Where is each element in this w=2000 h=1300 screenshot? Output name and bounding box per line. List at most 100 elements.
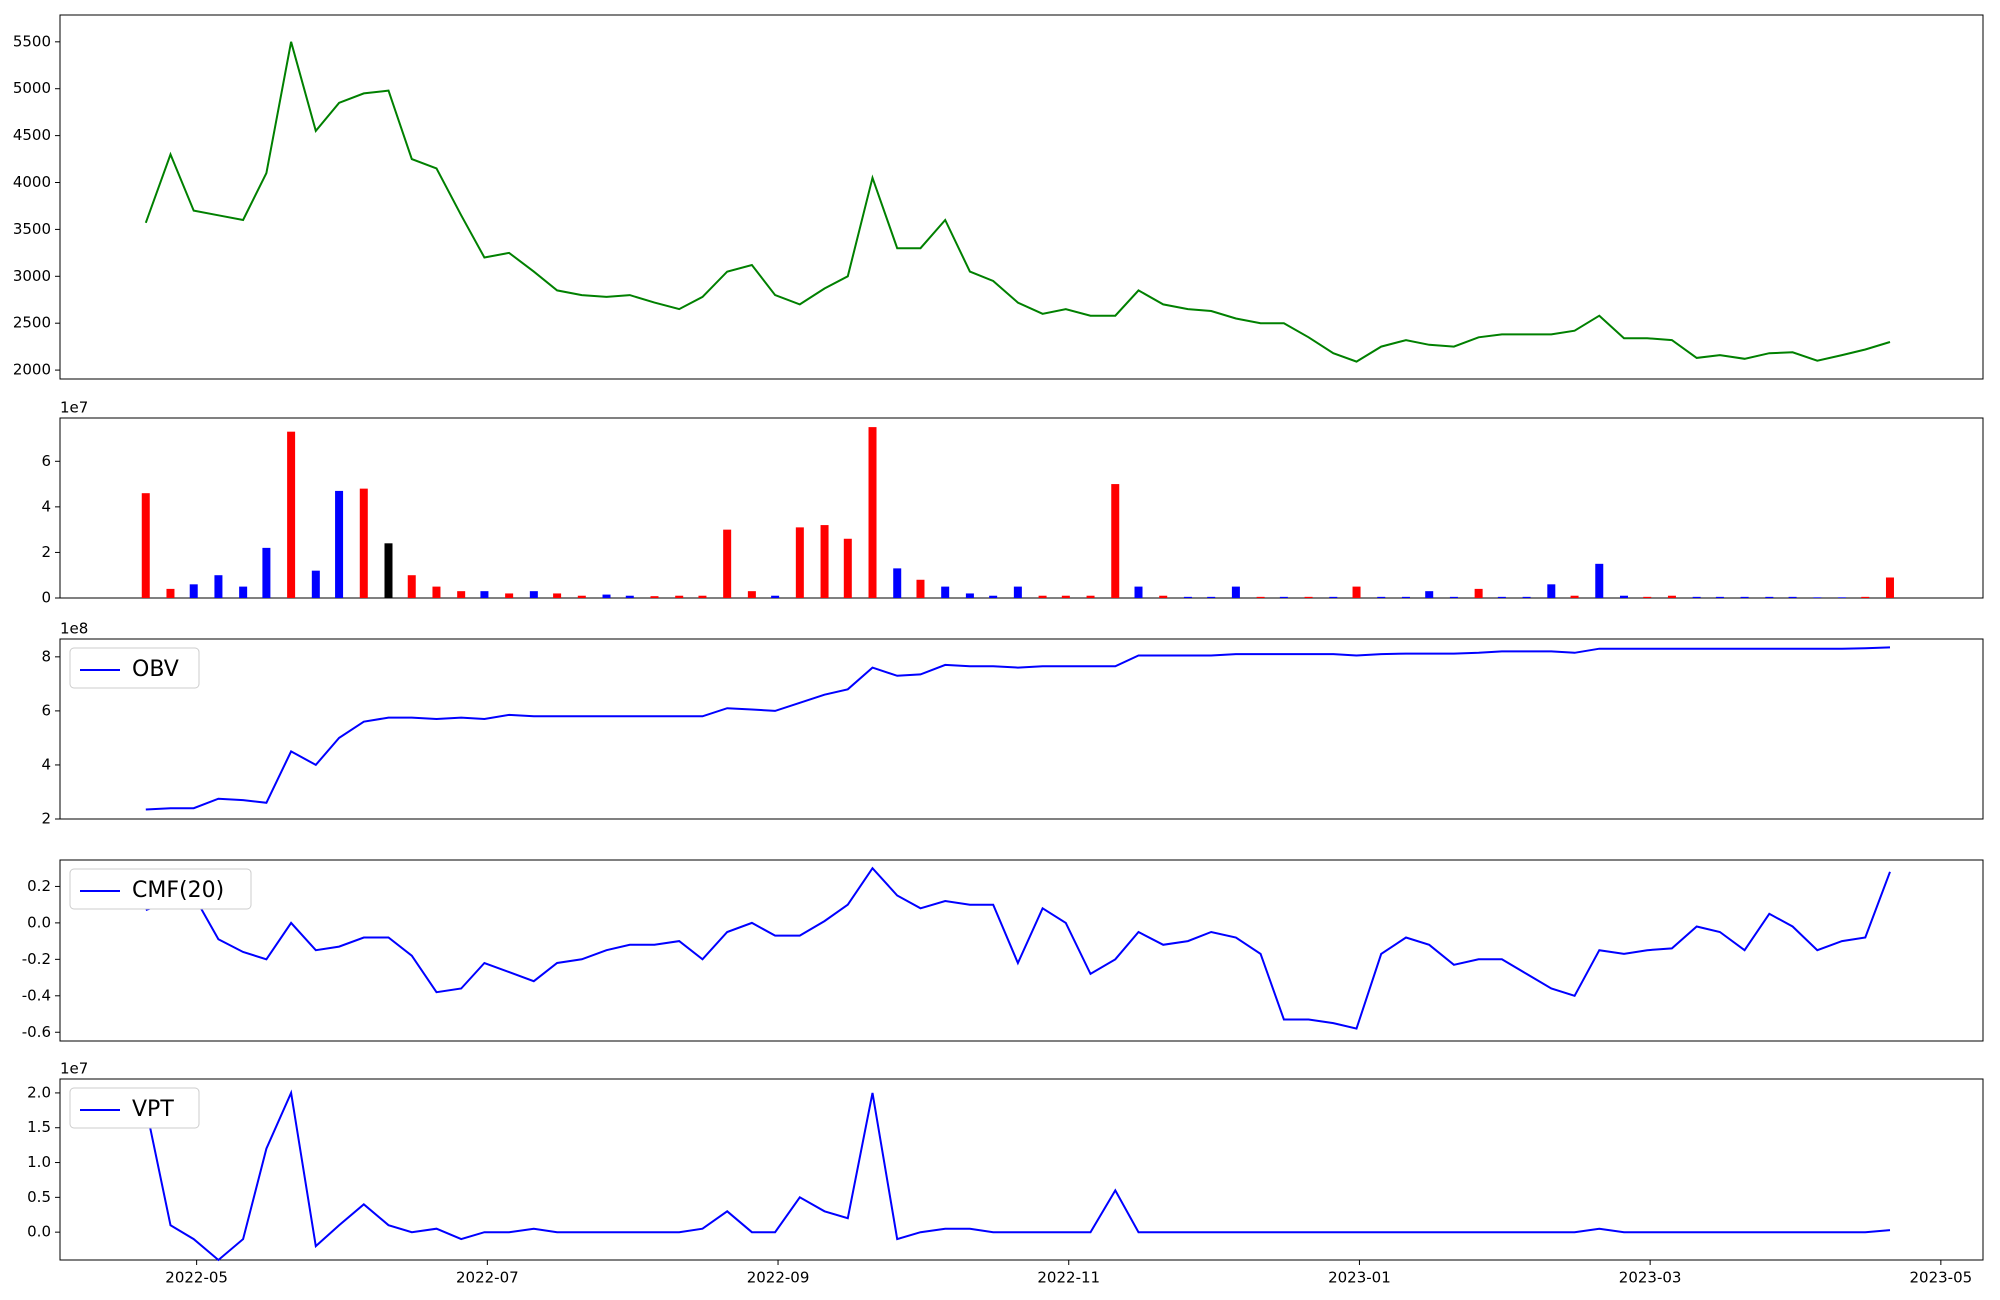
bar bbox=[1159, 595, 1168, 598]
bar bbox=[384, 543, 393, 598]
bar bbox=[868, 427, 877, 598]
x-tick-label: 2022-11 bbox=[1037, 1269, 1100, 1287]
bar bbox=[625, 595, 634, 598]
bar bbox=[214, 575, 223, 598]
axes-frame bbox=[59, 638, 1984, 820]
bar bbox=[771, 595, 780, 598]
y-offset-label: 1e7 bbox=[60, 399, 88, 417]
bar bbox=[1643, 596, 1652, 598]
bar bbox=[843, 538, 852, 598]
y-tick-label: 3000 bbox=[13, 267, 51, 285]
y-tick-label: 0 bbox=[41, 589, 51, 607]
bar bbox=[577, 595, 586, 598]
bar bbox=[166, 588, 175, 598]
y-tick-label: 2.0 bbox=[27, 1083, 51, 1101]
bar bbox=[529, 591, 538, 598]
bar bbox=[916, 579, 925, 598]
bar bbox=[795, 527, 804, 598]
y-tick-label: 5000 bbox=[13, 79, 51, 97]
y-tick-label: 2500 bbox=[13, 314, 51, 332]
bar bbox=[407, 575, 416, 598]
bar bbox=[1086, 595, 1095, 598]
bar bbox=[1619, 595, 1628, 598]
legend-label: OBV bbox=[132, 657, 179, 682]
bar bbox=[141, 493, 150, 598]
bar bbox=[480, 591, 489, 598]
y-tick-label: 4000 bbox=[13, 173, 51, 191]
bar bbox=[189, 584, 198, 598]
y-tick-label: 8 bbox=[41, 647, 51, 665]
y-tick-label: -0.6 bbox=[22, 1023, 51, 1041]
bar bbox=[432, 586, 441, 598]
legend: VPT bbox=[69, 1087, 200, 1129]
line bbox=[145, 646, 1891, 811]
bar bbox=[1497, 596, 1506, 598]
legend: OBV bbox=[69, 647, 200, 689]
bar bbox=[335, 490, 344, 598]
legend-label: CMF(20) bbox=[132, 878, 224, 903]
bar bbox=[1765, 596, 1774, 598]
bar bbox=[1715, 596, 1724, 598]
bar bbox=[650, 596, 659, 598]
bar bbox=[941, 586, 950, 598]
y-tick-label: 3500 bbox=[13, 220, 51, 238]
y-tick-label: 6 bbox=[41, 701, 51, 719]
bar bbox=[723, 529, 732, 598]
bar bbox=[1861, 596, 1870, 598]
bar bbox=[311, 570, 320, 598]
bar bbox=[989, 595, 998, 598]
y-tick-label: 4 bbox=[41, 755, 51, 773]
bar bbox=[262, 547, 271, 598]
bar bbox=[1207, 596, 1216, 598]
y-tick-label: 0.2 bbox=[27, 877, 51, 895]
bar bbox=[1401, 596, 1410, 598]
line bbox=[144, 1089, 1891, 1262]
x-tick-label: 2022-05 bbox=[165, 1269, 228, 1287]
bar bbox=[1304, 596, 1313, 598]
line bbox=[144, 41, 1891, 363]
legend-box bbox=[69, 1087, 200, 1129]
bar bbox=[1111, 484, 1120, 598]
bar bbox=[1885, 577, 1894, 598]
bar bbox=[1013, 586, 1022, 598]
bar bbox=[1061, 595, 1070, 598]
y-tick-label: 5500 bbox=[13, 32, 51, 50]
bar bbox=[287, 431, 296, 598]
legend-box bbox=[69, 647, 200, 689]
y-tick-label: 2 bbox=[41, 543, 51, 561]
bar bbox=[1183, 596, 1192, 598]
bar bbox=[1279, 596, 1288, 598]
x-tick-label: 2022-09 bbox=[747, 1269, 810, 1287]
y-tick-label: -0.4 bbox=[22, 986, 51, 1004]
bar bbox=[457, 591, 466, 598]
x-tick-label: 2023-03 bbox=[1619, 1269, 1682, 1287]
y-tick-label: 2000 bbox=[13, 361, 51, 379]
axes-frame bbox=[59, 1078, 1984, 1261]
x-tick-label: 2022-07 bbox=[456, 1269, 519, 1287]
bar bbox=[1692, 596, 1701, 598]
bar bbox=[553, 593, 562, 598]
bar bbox=[1231, 586, 1240, 598]
bar bbox=[1813, 597, 1822, 598]
bar bbox=[1038, 595, 1047, 598]
x-tick-label: 2023-05 bbox=[1910, 1269, 1973, 1287]
bar bbox=[893, 568, 902, 598]
bar bbox=[1449, 596, 1458, 598]
y-tick-label: 2 bbox=[41, 810, 51, 828]
y-tick-label: 4 bbox=[41, 497, 51, 515]
bar bbox=[1329, 596, 1338, 598]
y-tick-label: -0.2 bbox=[22, 950, 51, 968]
bar bbox=[965, 593, 974, 598]
y-tick-label: 6 bbox=[41, 452, 51, 470]
y-tick-label: 0.5 bbox=[27, 1188, 51, 1206]
y-offset-label: 1e8 bbox=[60, 620, 88, 638]
bar bbox=[1134, 586, 1143, 598]
bar bbox=[1474, 588, 1483, 598]
line bbox=[145, 866, 1891, 1030]
axes-frame bbox=[59, 859, 1984, 1042]
axes-frame bbox=[59, 417, 1984, 599]
axes-frame bbox=[59, 14, 1984, 380]
bar bbox=[1570, 595, 1579, 598]
y-tick-label: 1.5 bbox=[27, 1118, 51, 1136]
